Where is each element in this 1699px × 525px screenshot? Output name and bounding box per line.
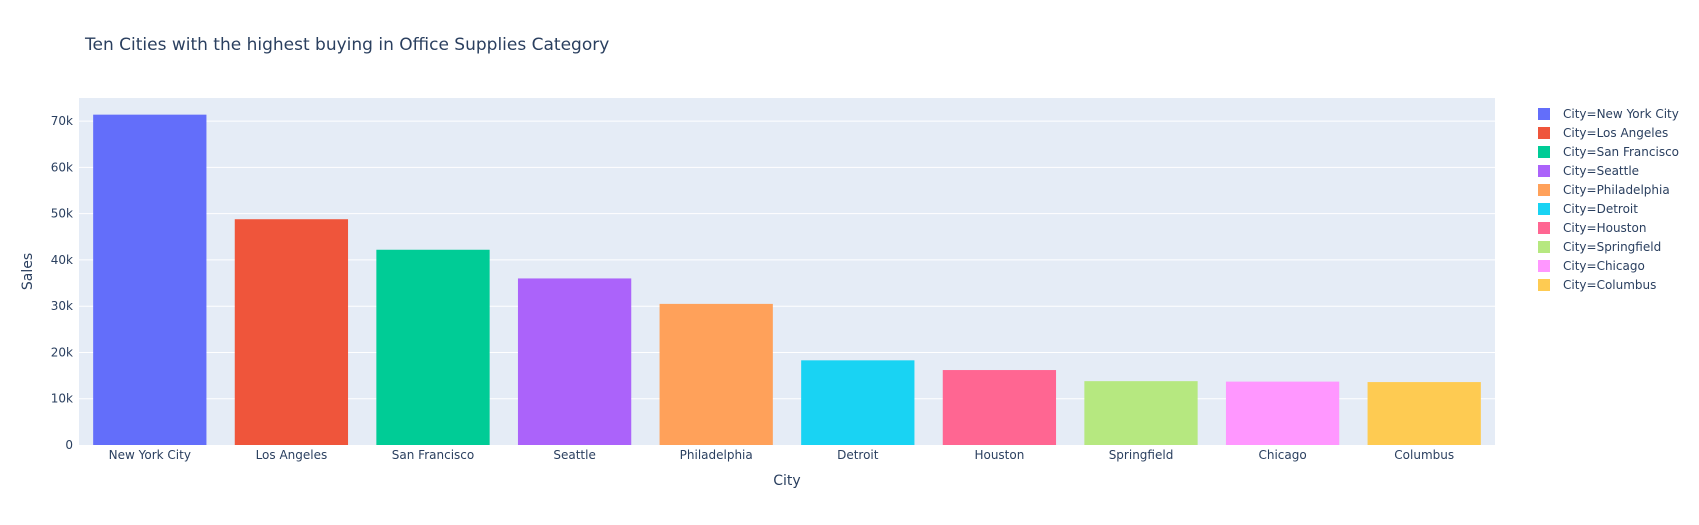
y-tick-label: 50k	[51, 207, 73, 221]
legend-label: City=Los Angeles	[1563, 126, 1668, 140]
y-axis-ticks: 0 10k 20k 30k 40k 50k 60k 70k	[51, 114, 73, 452]
bar	[942, 370, 1057, 445]
legend-label: City=Chicago	[1563, 259, 1645, 273]
chart-title: Ten Cities with the highest buying in Of…	[84, 35, 609, 55]
y-tick-label: 40k	[51, 253, 73, 267]
legend-swatch	[1538, 165, 1550, 177]
legend-item[interactable]: City=Detroit	[1538, 202, 1638, 216]
y-tick-label: 0	[65, 438, 73, 452]
x-axis-title: City	[773, 473, 800, 489]
x-tick-label: Houston	[974, 448, 1024, 462]
bar	[517, 278, 632, 445]
legend-item[interactable]: City=Columbus	[1538, 278, 1656, 292]
legend-item[interactable]: City=San Francisco	[1538, 145, 1679, 159]
y-tick-label: 30k	[51, 299, 73, 313]
legend-swatch	[1538, 241, 1550, 253]
legend-label: City=Houston	[1563, 221, 1646, 235]
bar	[1367, 382, 1481, 445]
legend-item[interactable]: City=Philadelphia	[1538, 183, 1670, 197]
legend-swatch	[1538, 127, 1550, 139]
legend-swatch	[1538, 108, 1550, 120]
y-axis-title: Sales	[20, 253, 36, 290]
y-tick-label: 60k	[51, 160, 73, 174]
bar	[1084, 381, 1198, 445]
bar	[801, 360, 915, 445]
legend-label: City=Springfield	[1563, 240, 1661, 254]
y-tick-label: 20k	[51, 345, 73, 359]
x-tick-label: Columbus	[1394, 448, 1454, 462]
bars	[93, 114, 1481, 445]
x-tick-label: San Francisco	[392, 448, 474, 462]
bar	[376, 249, 490, 445]
x-tick-label: New York City	[109, 448, 191, 462]
bar	[1225, 381, 1340, 445]
x-tick-label: Chicago	[1258, 448, 1306, 462]
legend-swatch	[1538, 222, 1550, 234]
legend-swatch	[1538, 279, 1550, 291]
legend-item[interactable]: City=New York City	[1538, 107, 1679, 121]
legend-item[interactable]: City=Houston	[1538, 221, 1646, 235]
legend-label: City=Philadelphia	[1563, 183, 1670, 197]
bar	[93, 114, 207, 445]
legend-label: City=San Francisco	[1563, 145, 1679, 159]
legend-label: City=New York City	[1563, 107, 1679, 121]
x-tick-label: Springfield	[1109, 448, 1174, 462]
y-tick-label: 10k	[51, 392, 73, 406]
x-tick-label: Los Angeles	[256, 448, 328, 462]
legend-swatch	[1538, 260, 1550, 272]
legend-label: City=Detroit	[1563, 202, 1638, 216]
x-tick-label: Philadelphia	[680, 448, 753, 462]
x-tick-label: Detroit	[837, 448, 879, 462]
legend-item[interactable]: City=Los Angeles	[1538, 126, 1668, 140]
bar	[234, 219, 349, 445]
legend-item[interactable]: City=Chicago	[1538, 259, 1645, 273]
bar	[659, 303, 773, 445]
legend-swatch	[1538, 203, 1550, 215]
legend[interactable]: City=New York City City=Los Angeles City=S…	[1538, 107, 1679, 292]
legend-label: City=Columbus	[1563, 278, 1656, 292]
legend-swatch	[1538, 184, 1550, 196]
x-axis-ticks: New York City Los Angeles San Francisco Sea…	[109, 448, 1454, 462]
legend-label: City=Seattle	[1563, 164, 1639, 178]
x-tick-label: Seattle	[553, 448, 595, 462]
legend-item[interactable]: City=Seattle	[1538, 164, 1639, 178]
y-tick-label: 70k	[51, 114, 73, 128]
legend-swatch	[1538, 146, 1550, 158]
legend-item[interactable]: City=Springfield	[1538, 240, 1661, 254]
